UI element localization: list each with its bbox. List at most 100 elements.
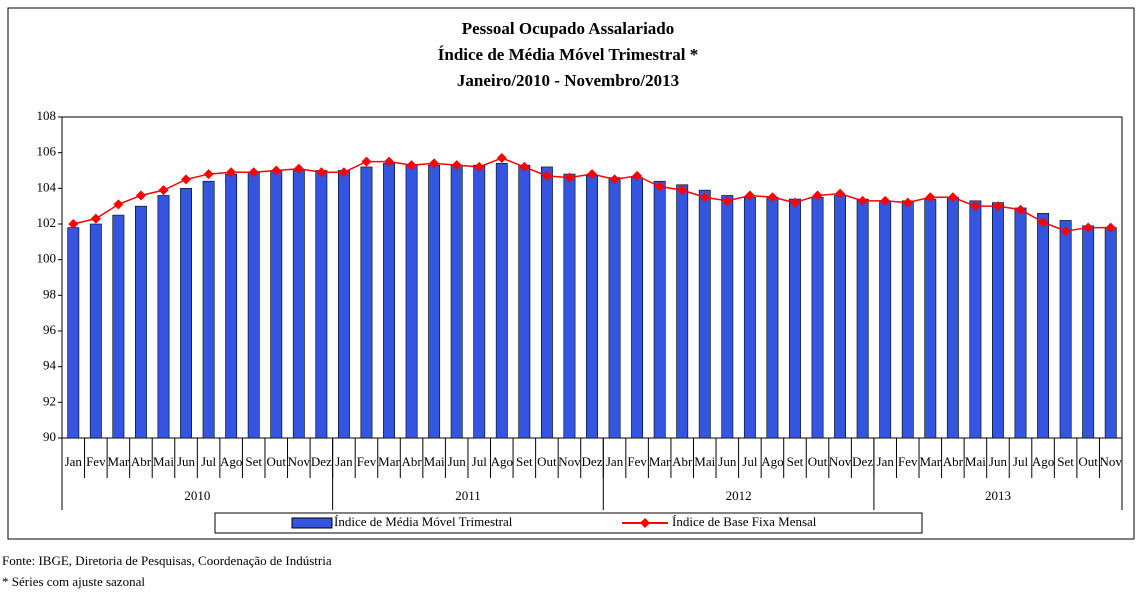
line-marker [519,161,530,172]
bar [202,180,215,439]
bar [1059,220,1072,439]
x-tick-label: Nov [1100,454,1123,469]
bar [676,184,689,439]
line-marker [406,160,417,171]
bar [495,163,508,439]
x-tick-label: Jul [1013,454,1029,469]
line-marker [744,190,755,201]
line-marker [496,153,507,164]
line-marker [248,167,259,178]
line-marker [541,170,552,181]
x-tick-label: Out [1078,454,1098,469]
chart-title: Pessoal Ocupado Assalariado [462,19,675,38]
line-marker [68,219,79,229]
line-marker [474,161,485,172]
line-marker [835,188,846,199]
x-tick-label: Jan [335,454,353,469]
line-marker [429,158,440,169]
line-marker [947,192,958,203]
bar [405,164,418,439]
x-tick-label: Set [516,454,533,469]
y-tick-label: 100 [37,251,57,266]
bar [89,223,102,439]
bar [180,188,192,439]
bar [247,171,260,439]
line-marker [970,201,981,212]
x-tick-label: Mar [919,454,941,469]
line-marker [902,197,913,208]
line-marker [451,160,462,171]
x-tick-label: Jul [742,454,758,469]
y-tick-label: 102 [37,215,57,230]
bar [992,202,1004,439]
bar [563,173,576,439]
bar [383,163,395,439]
line-marker [677,185,688,196]
y-tick-label: 96 [43,322,57,337]
x-group-label: 2011 [455,488,481,503]
legend [214,512,923,534]
bar [1104,227,1117,439]
x-tick-label: Jul [201,454,217,469]
bar [743,196,756,439]
line-marker [857,195,868,206]
bar [134,205,147,439]
y-tick-label: 90 [43,429,56,444]
bar [698,189,711,439]
bar [337,170,350,439]
x-tick-label: Fev [86,454,106,469]
line-marker [1015,204,1026,215]
line-marker [992,201,1003,212]
line-marker [135,190,146,201]
bar [450,164,463,439]
x-tick-label: Mai [153,454,174,469]
line-marker [384,156,395,167]
x-tick-label: Jul [472,454,488,469]
x-tick-label: Out [537,454,557,469]
bar [946,196,959,439]
legend-marker [640,518,650,528]
legend-label: Índice de Média Móvel Trimestral [334,514,513,529]
x-tick-label: Mai [424,454,445,469]
bar [270,170,283,439]
bar [586,175,598,439]
bar [1037,213,1050,439]
x-tick-label: Abr [131,454,152,469]
x-tick-label: Mai [694,454,715,469]
line-marker [158,185,169,196]
x-tick-label: Nov [829,454,852,469]
line-marker [316,167,327,178]
bar [901,200,914,439]
x-tick-label: Jun [718,454,737,469]
x-tick-label: Abr [943,454,964,469]
line-marker [181,174,192,185]
bar [518,164,531,439]
x-tick-label: Dez [852,454,873,469]
line-marker [1083,222,1094,233]
line-marker [699,192,710,203]
x-tick-label: Fev [627,454,647,469]
bar [1082,225,1095,439]
legend-label: Índice de Base Fixa Mensal [672,514,817,529]
bar [428,164,441,439]
bar [292,170,305,439]
line-marker [812,190,823,201]
x-tick-label: Set [787,454,804,469]
x-tick-label: Dez [582,454,603,469]
bar [473,164,486,439]
x-tick-label: Out [808,454,828,469]
x-tick-label: Jun [177,454,196,469]
line-marker [767,192,778,203]
x-tick-label: Jan [606,454,624,469]
bar [112,214,125,439]
y-tick-label: 92 [43,393,56,408]
x-tick-label: Jun [989,454,1008,469]
line-marker [90,213,101,224]
line-marker [293,163,304,174]
y-tick-label: 104 [37,179,57,194]
bar [540,166,553,439]
line-marker [361,156,372,167]
line-marker [338,167,349,178]
bar [766,196,779,439]
